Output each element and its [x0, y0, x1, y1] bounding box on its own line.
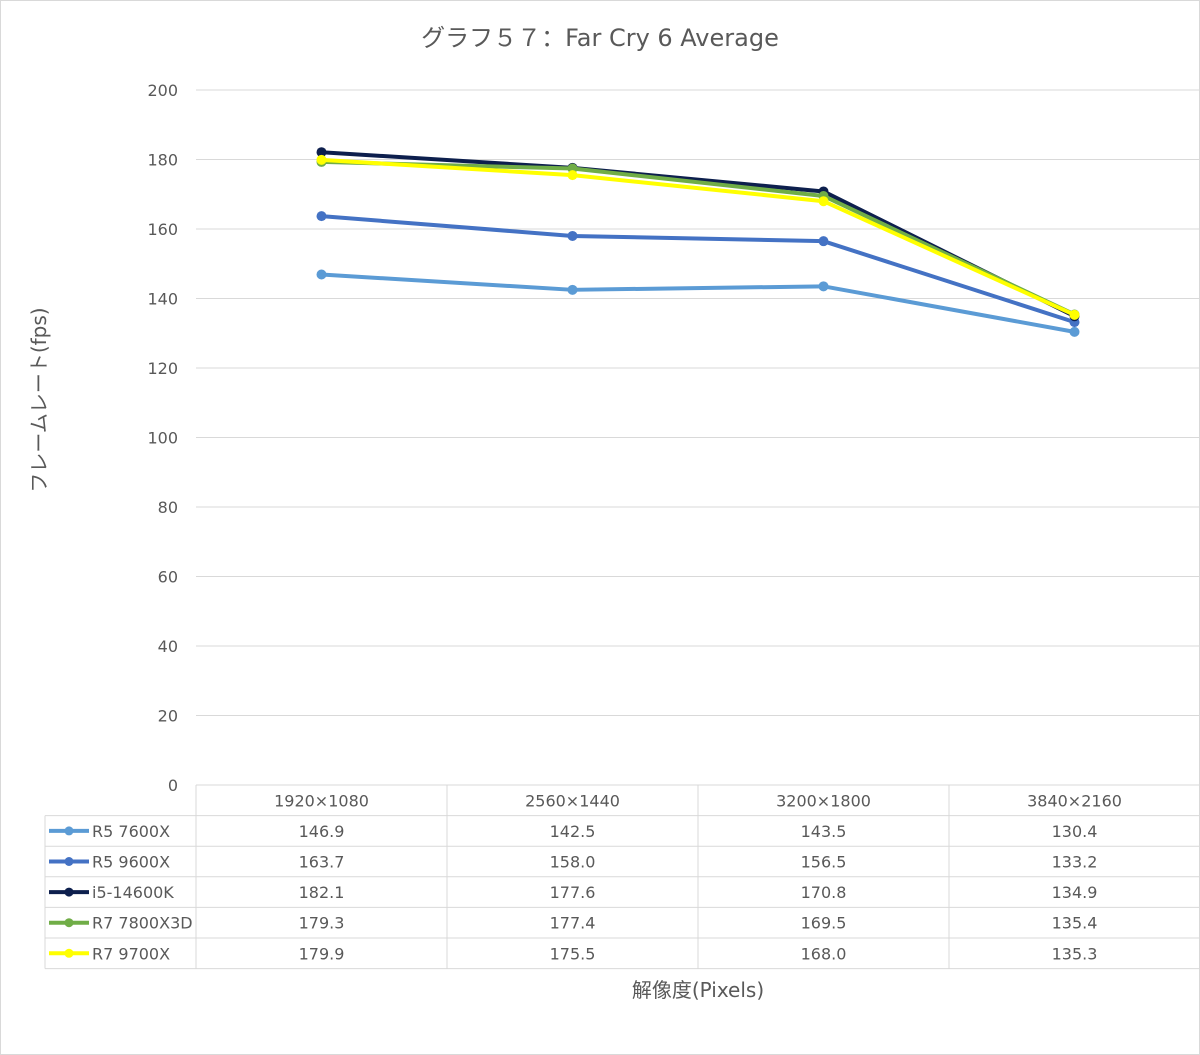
legend-series-name: R5 9600X [92, 853, 170, 872]
series-i5-14600k [316, 147, 1080, 322]
y-tick-label: 200 [147, 81, 178, 100]
data-label: 156.5 [801, 853, 847, 872]
x-axis-title: 解像度(Pixels) [632, 978, 764, 1002]
legend-key-marker [64, 887, 74, 897]
data-label: 182.1 [299, 883, 345, 902]
y-axis-ticks: 0 20 40 60 80 100 120 140 160 180 200 [147, 81, 178, 795]
legend-series-name: R7 7800X3D [92, 914, 193, 933]
series-r5-9600x [316, 211, 1080, 328]
y-tick-label: 60 [158, 568, 178, 587]
data-label: 163.7 [299, 853, 345, 872]
legend-series-name: R5 7600X [92, 822, 170, 841]
data-label: 170.8 [801, 883, 847, 902]
series-line [319, 157, 1077, 317]
data-label: 146.9 [299, 822, 345, 841]
data-point [1069, 309, 1080, 320]
data-label: 179.9 [299, 944, 345, 963]
series-lines [316, 147, 1080, 337]
legend-key-marker [64, 918, 74, 928]
x-category-label: 3200×1800 [776, 791, 871, 810]
data-point [818, 196, 829, 207]
data-label: 177.4 [550, 914, 596, 933]
series-line [319, 272, 1077, 334]
legend-key-marker [64, 857, 74, 866]
y-tick-label: 140 [147, 290, 178, 309]
data-point [316, 269, 327, 280]
data-label: 175.5 [550, 944, 596, 963]
data-table: 1920×1080 2560×1440 3200×1800 3840×2160 R5 7… [44, 784, 1200, 970]
data-point [316, 211, 327, 222]
data-label: 177.6 [550, 883, 596, 902]
legend-key-marker [64, 826, 74, 836]
series-r5-7600x [316, 269, 1080, 337]
gridlines [196, 89, 1200, 716]
data-point [567, 284, 578, 295]
data-label: 142.5 [550, 822, 596, 841]
data-label: 135.4 [1052, 914, 1098, 933]
legend-key-marker [64, 948, 74, 958]
data-label: 134.9 [1052, 883, 1098, 902]
data-point [567, 230, 578, 241]
y-tick-label: 40 [158, 637, 178, 656]
data-label: 168.0 [801, 944, 847, 963]
data-point [316, 154, 327, 165]
data-point [818, 236, 829, 247]
data-point [567, 170, 578, 181]
series-r7-9700x [316, 154, 1080, 320]
data-label: 169.5 [801, 914, 847, 933]
data-label: 133.2 [1052, 853, 1098, 872]
y-tick-label: 180 [147, 151, 178, 170]
legend-series-name: R7 9700X [92, 944, 170, 963]
x-category-label: 1920×1080 [274, 791, 369, 810]
data-label: 179.3 [299, 914, 345, 933]
data-point [316, 147, 327, 158]
chart-title: グラフ５７：Far Cry 6 Average [421, 24, 779, 52]
legend-series-name: i5-14600K [92, 883, 174, 902]
data-label: 130.4 [1052, 822, 1098, 841]
data-point [1069, 326, 1080, 337]
y-tick-label: 100 [147, 429, 178, 448]
x-category-label: 3840×2160 [1027, 791, 1122, 810]
x-category-label: 2560×1440 [525, 791, 620, 810]
series-line [319, 150, 1077, 319]
data-label: 158.0 [550, 853, 596, 872]
y-axis-title: フレームレート(fps) [27, 307, 51, 492]
y-tick-label: 80 [158, 498, 178, 517]
data-label: 143.5 [801, 822, 847, 841]
y-tick-label: 0 [168, 776, 178, 795]
y-tick-label: 160 [147, 220, 178, 239]
data-point [818, 281, 829, 292]
series-line [319, 159, 1077, 317]
y-tick-label: 120 [147, 359, 178, 378]
y-tick-label: 20 [158, 707, 178, 726]
data-label: 135.3 [1052, 944, 1098, 963]
series-line [319, 214, 1077, 325]
